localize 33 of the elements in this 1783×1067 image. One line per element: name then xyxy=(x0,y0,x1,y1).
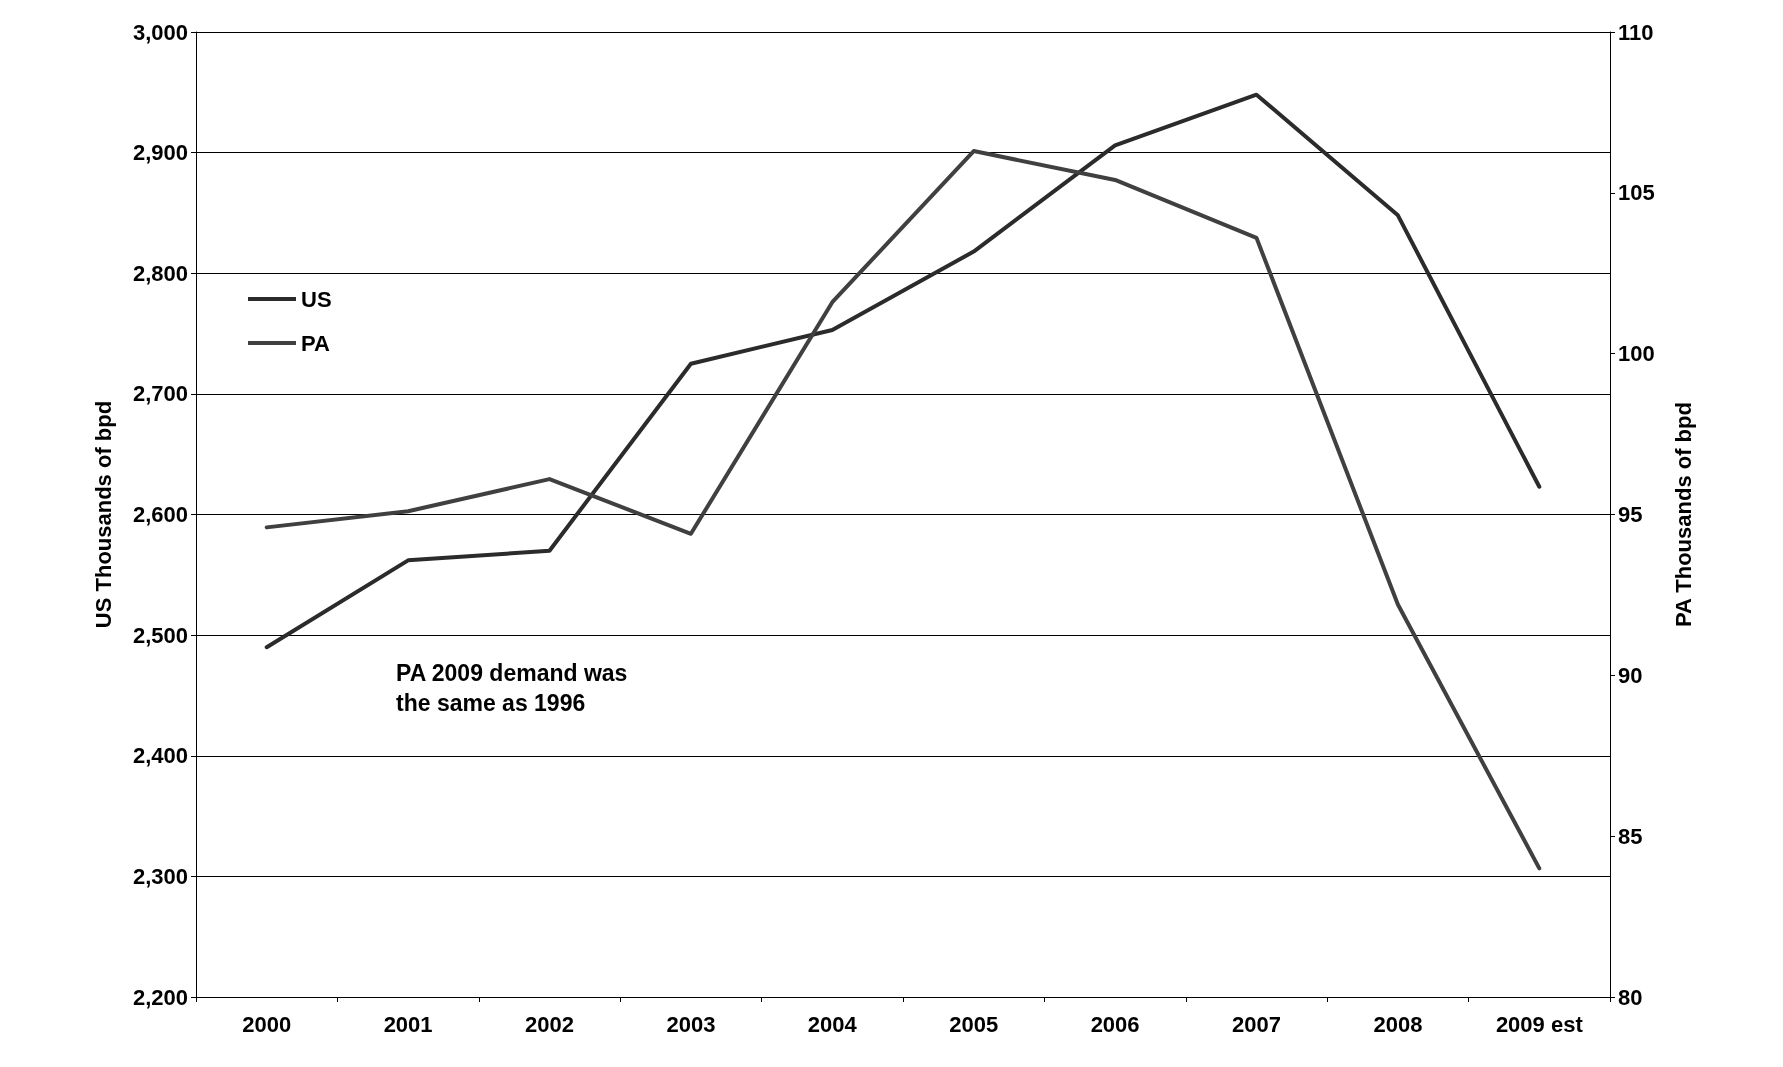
y2-tick-label: 110 xyxy=(1618,19,1654,45)
x-tick-label: 2001 xyxy=(383,1011,433,1037)
y2-axis-title: PA Thousands of bpd xyxy=(1670,402,1696,627)
y2-tick-label: 80 xyxy=(1618,984,1643,1010)
y2-tick-label: 100 xyxy=(1618,341,1655,367)
x-tick-label: 2004 xyxy=(807,1011,858,1037)
y-tick-label: 2,900 xyxy=(132,140,188,166)
x-tick-label: 2007 xyxy=(1232,1011,1281,1037)
y-tick-label: 2,300 xyxy=(132,863,188,889)
y2-tick-label: 90 xyxy=(1618,662,1643,688)
y-tick-label: 2,800 xyxy=(132,260,188,286)
y-tick-label: 3,000 xyxy=(132,19,188,45)
y-tick-label: 2,200 xyxy=(132,984,188,1010)
x-tick-label: 2008 xyxy=(1373,1011,1423,1037)
line-series xyxy=(264,149,1542,871)
x-tick-label: 2003 xyxy=(666,1011,716,1037)
y2-tick-label: 105 xyxy=(1618,180,1655,206)
legend-label: US xyxy=(301,286,332,312)
y-tick-label: 2,600 xyxy=(132,502,188,527)
x-tick-label: 2005 xyxy=(949,1011,999,1037)
line-series xyxy=(264,92,1542,650)
y-tick-label: 2,400 xyxy=(132,743,188,769)
y2-tick-label: 95 xyxy=(1618,502,1643,527)
x-tick-label: 2006 xyxy=(1090,1011,1140,1037)
x-tick-label: 2000 xyxy=(242,1011,292,1037)
legend-label: PA xyxy=(301,330,331,356)
x-tick-label: 2002 xyxy=(525,1011,574,1037)
y2-tick-label: 85 xyxy=(1618,823,1643,849)
annotation: PA 2009 demand was the same as 1996 xyxy=(396,660,628,716)
y-tick-label: 2,500 xyxy=(132,622,188,648)
y-tick-label: 2,700 xyxy=(132,381,188,407)
x-tick-label: 2009 est xyxy=(1495,1011,1584,1037)
y-axis-title: US Thousands of bpd xyxy=(90,400,116,629)
